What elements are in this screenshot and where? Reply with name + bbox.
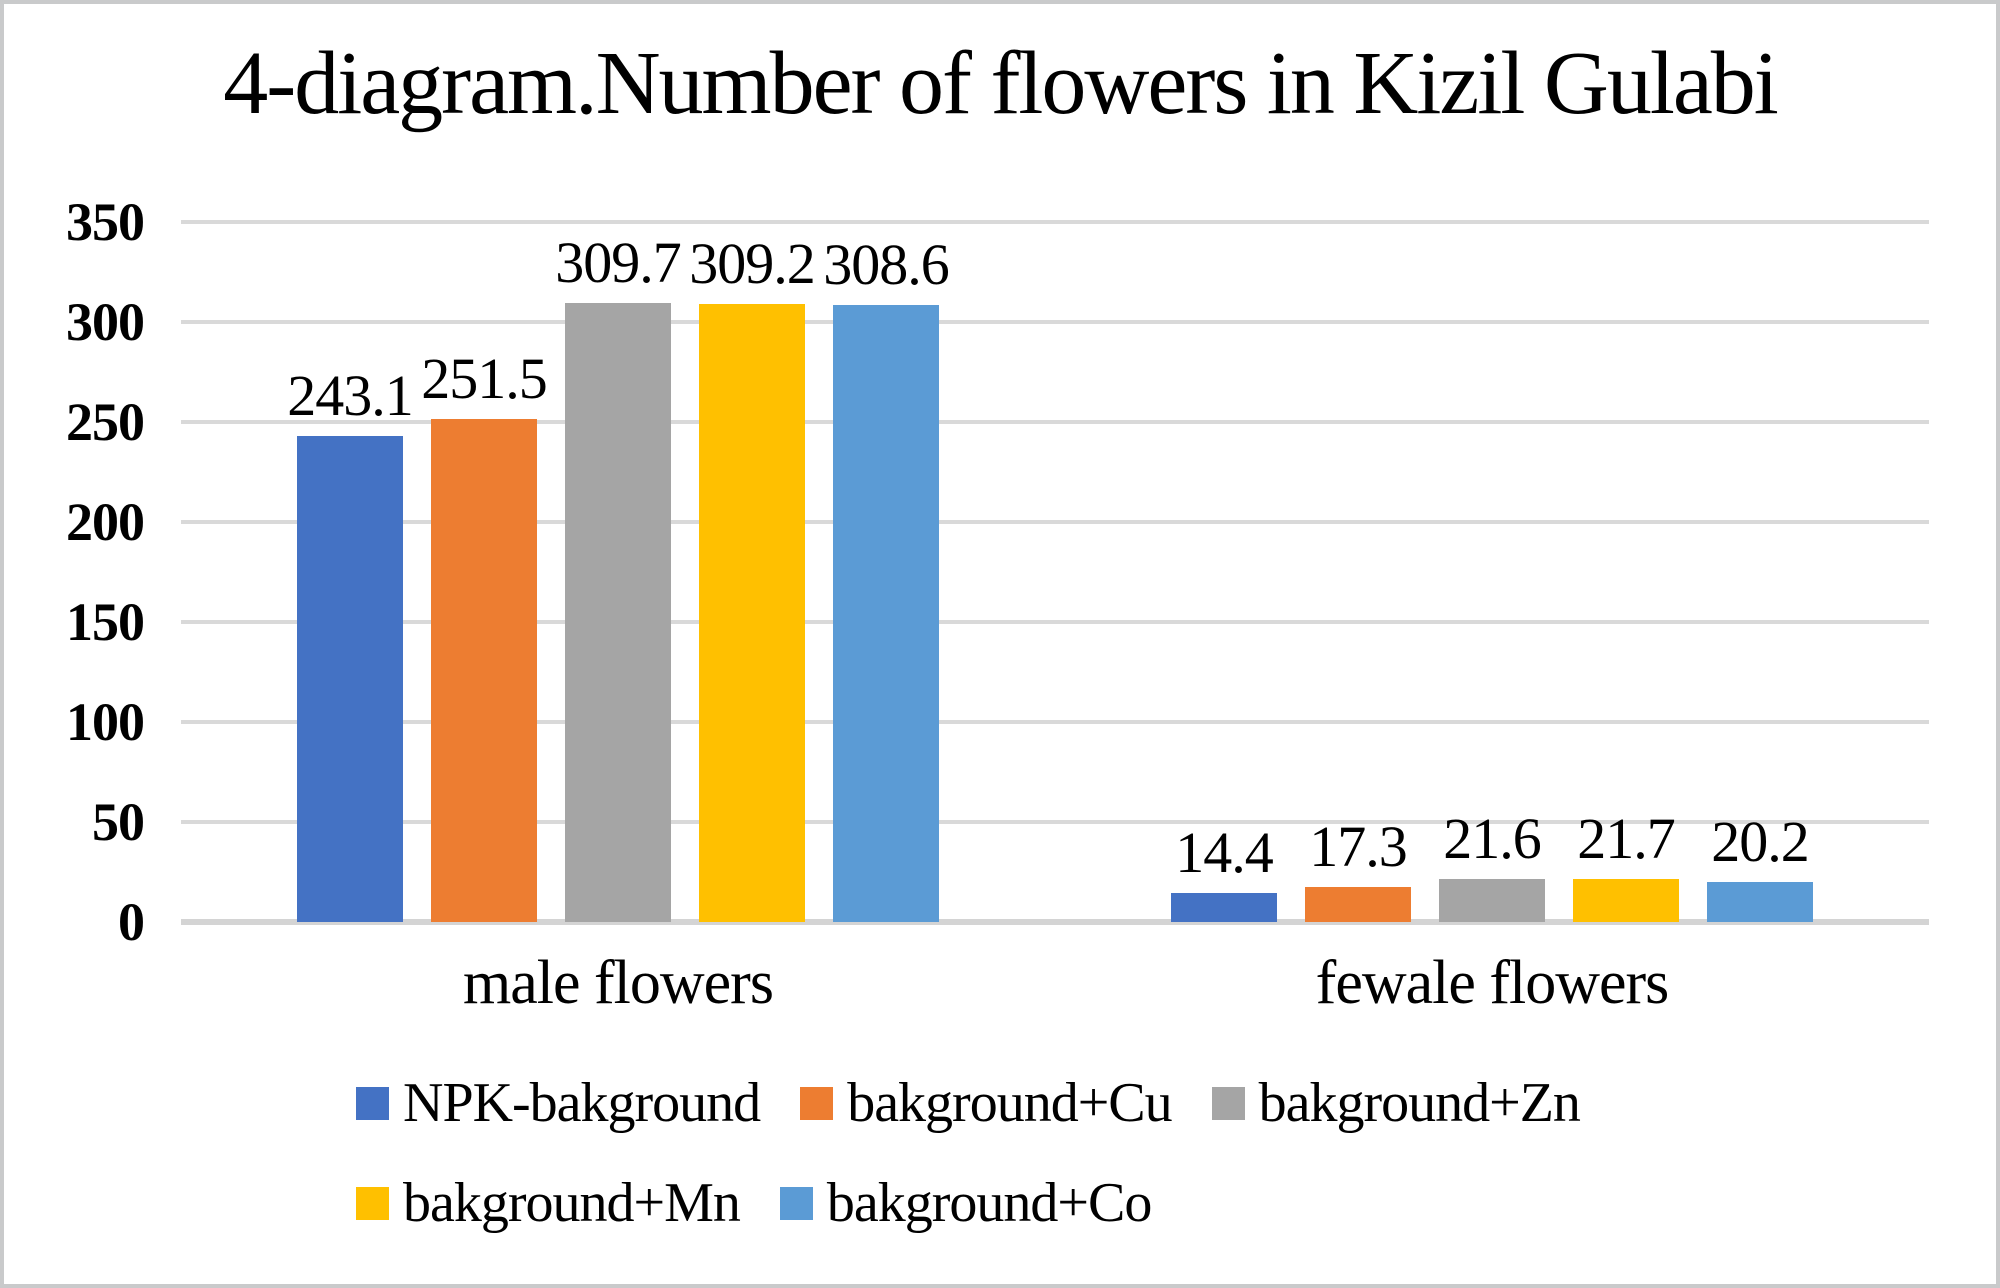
bar (565, 303, 671, 922)
bar (431, 419, 537, 922)
y-axis-tick-label: 250 (66, 392, 145, 452)
bar (833, 305, 939, 922)
legend-item: bakground+Co (779, 1170, 1152, 1236)
bar (699, 304, 805, 922)
gridline (181, 820, 1929, 824)
y-axis-tick-label: 200 (66, 492, 145, 552)
bar (1439, 879, 1545, 922)
legend-label: NPK-bakground (403, 1072, 761, 1134)
legend-item: bakground+Mn (356, 1170, 741, 1236)
bar-value-label: 21.6 (1443, 806, 1542, 871)
legend-item: NPK-bakground (356, 1070, 761, 1136)
legend-swatch (800, 1086, 834, 1120)
x-axis-line (181, 919, 1929, 925)
gridline (181, 320, 1929, 324)
y-axis-tick-label: 100 (66, 692, 145, 752)
bar-value-label: 251.5 (421, 346, 548, 411)
bar-value-label: 308.6 (823, 232, 950, 297)
legend-label: bakground+Co (826, 1172, 1152, 1234)
bar-value-label: 20.2 (1711, 809, 1810, 874)
bar-value-label: 21.7 (1577, 806, 1676, 871)
legend-swatch (779, 1186, 813, 1220)
gridline (181, 220, 1929, 224)
bar-value-label: 17.3 (1309, 814, 1408, 879)
bar-value-label: 309.2 (689, 231, 816, 296)
legend-label: bakground+Mn (403, 1172, 741, 1234)
legend-label: bakground+Zn (1258, 1072, 1581, 1134)
bar (297, 436, 403, 922)
category-label: fewale flowers (1315, 949, 1670, 1017)
legend-swatch (356, 1186, 389, 1220)
legend-item: bakground+Zn (1211, 1070, 1581, 1136)
legend-swatch (356, 1086, 389, 1120)
legend: NPK-bakground bakground+Cu bakground+Zn bak… (356, 1070, 1736, 1236)
chart-title: 4-diagram.Number of flowers in Kizil Gul… (223, 34, 1779, 133)
y-axis-tick-label: 0 (118, 892, 145, 952)
legend-item: bakground+Cu (800, 1070, 1173, 1136)
bar (1573, 879, 1679, 922)
legend-label: bakground+Cu (847, 1072, 1172, 1134)
gridline (181, 720, 1929, 724)
gridline (181, 520, 1929, 524)
category-label: male flowers (463, 949, 774, 1017)
legend-swatch (1211, 1086, 1245, 1120)
y-axis-tick-label: 350 (66, 192, 145, 252)
bar (1171, 893, 1277, 922)
gridline (181, 420, 1929, 424)
bar-value-label: 243.1 (287, 363, 414, 428)
y-axis-tick-label: 300 (66, 292, 145, 352)
bar-value-label: 14.4 (1175, 820, 1274, 885)
y-axis-tick-label: 50 (92, 792, 145, 852)
gridline (181, 620, 1929, 624)
bar-value-label: 309.7 (555, 230, 682, 295)
bar (1305, 887, 1411, 922)
y-axis-tick-label: 150 (66, 592, 145, 652)
bar (1707, 882, 1813, 922)
